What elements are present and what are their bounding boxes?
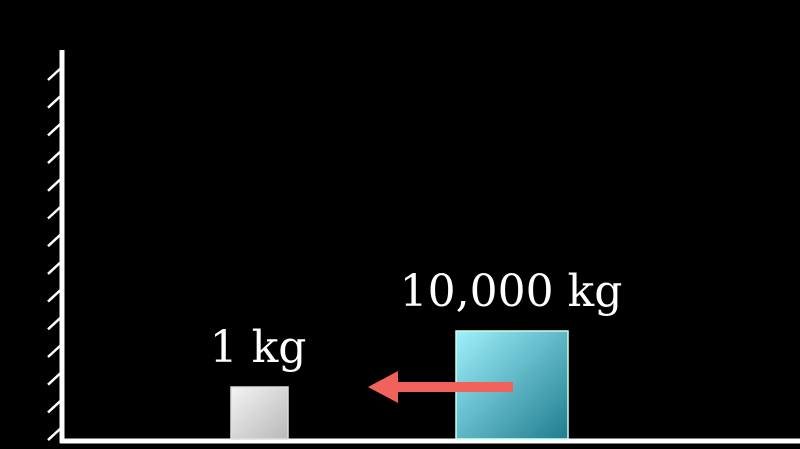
hatch-mark xyxy=(47,122,62,137)
velocity-arrow xyxy=(368,371,513,403)
wall-hatching xyxy=(47,67,62,442)
hatch-mark xyxy=(47,316,62,331)
small-block xyxy=(230,386,289,440)
small-block-label: 1 kg xyxy=(210,322,307,373)
hatch-mark xyxy=(47,288,62,303)
hatch-mark xyxy=(47,399,62,414)
hatch-mark xyxy=(47,94,62,109)
large-block-label: 10,000 kg xyxy=(400,266,623,317)
hatch-mark xyxy=(47,150,62,165)
hatch-mark xyxy=(47,233,62,248)
hatch-mark xyxy=(47,205,62,220)
hatch-mark xyxy=(47,67,62,81)
hatch-mark xyxy=(47,177,62,192)
hatch-mark xyxy=(47,427,62,442)
hatch-mark xyxy=(47,371,62,386)
hatch-mark xyxy=(47,344,62,358)
hatch-mark xyxy=(47,260,62,275)
